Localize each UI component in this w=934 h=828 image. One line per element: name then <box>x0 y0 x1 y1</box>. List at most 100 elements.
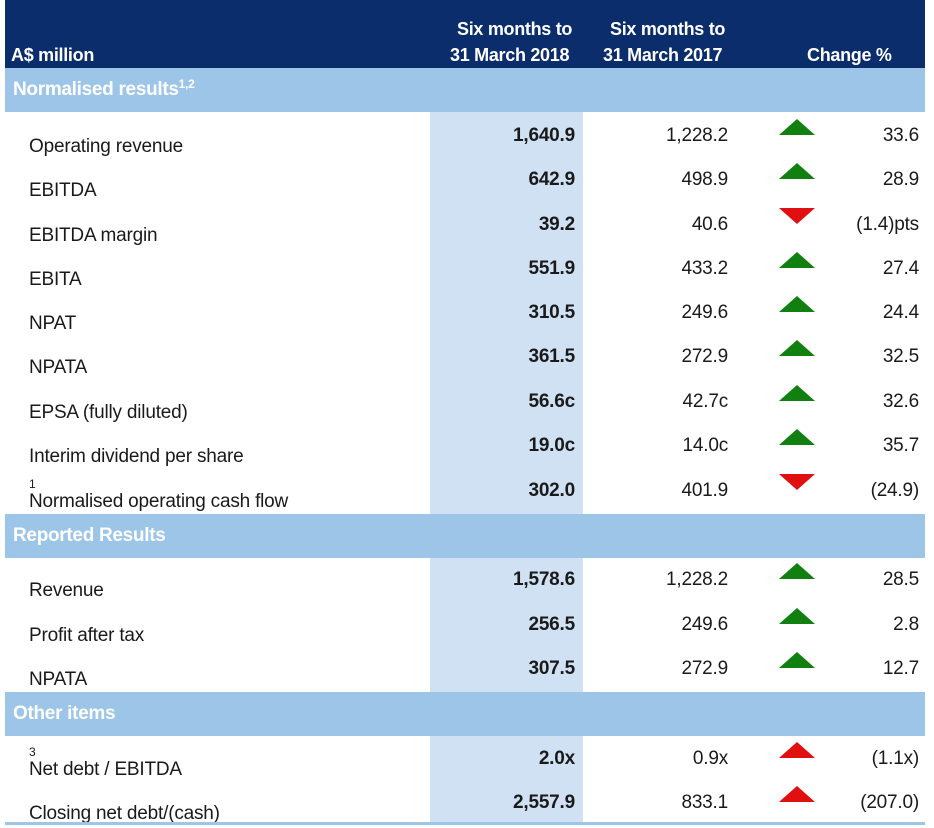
table-row: Net debt / EBITDA 3 2.0x 0.9x (1.1x) <box>5 737 925 781</box>
value-2018: 1,640.9 <box>513 125 575 146</box>
section-reported-results: Reported Results <box>5 514 925 558</box>
table-row: NPATA 361.5 272.9 32.5 <box>5 335 925 379</box>
change-value: (1.4)pts <box>856 214 919 235</box>
up-arrow-icon <box>779 742 815 758</box>
up-arrow-icon <box>779 385 815 401</box>
value-2017: 0.9x <box>692 748 728 769</box>
down-arrow-icon <box>779 474 815 490</box>
row-footnote: 1 <box>29 477 36 491</box>
up-arrow-icon <box>779 608 815 624</box>
row-footnote: 3 <box>29 745 36 759</box>
unit-label: A$ million <box>11 45 95 65</box>
row-label: EBITDA margin <box>29 225 158 246</box>
value-2017: 433.2 <box>681 258 728 279</box>
row-label: Normalised operating cash flow <box>29 491 289 512</box>
value-2018: 2.0x <box>538 748 575 769</box>
col-2017-line1: Six months to <box>610 19 726 39</box>
down-arrow-icon <box>779 208 815 224</box>
up-arrow-icon <box>779 252 815 268</box>
table-row: EBITDA 642.9 498.9 28.9 <box>5 158 925 202</box>
table-row: EBITDA margin 39.2 40.6 (1.4)pts <box>5 203 925 247</box>
change-value: 24.4 <box>882 302 919 323</box>
value-2018: 256.5 <box>528 614 575 635</box>
up-arrow-icon <box>779 119 815 135</box>
row-label: Revenue <box>29 580 104 601</box>
row-label: NPATA <box>29 357 88 378</box>
change-value: 35.7 <box>882 435 919 456</box>
table-row: NPAT 310.5 249.6 24.4 <box>5 291 925 335</box>
row-label: EPSA (fully diluted) <box>29 402 188 423</box>
value-2017: 498.9 <box>681 169 728 190</box>
value-2017: 42.7c <box>682 391 729 412</box>
change-value: 12.7 <box>882 658 919 679</box>
change-value: 28.9 <box>882 169 919 190</box>
table-row: Profit after tax 256.5 249.6 2.8 <box>5 603 925 647</box>
value-2018: 551.9 <box>528 258 575 279</box>
row-label: Profit after tax <box>29 625 145 646</box>
value-2018: 642.9 <box>528 169 575 190</box>
section-title: Reported Results <box>13 525 166 546</box>
value-2017: 833.1 <box>681 792 728 813</box>
up-arrow-icon <box>779 340 815 356</box>
table-row: Normalised operating cash flow 1 302.0 40… <box>5 469 925 513</box>
value-2017: 249.6 <box>681 614 728 635</box>
section-normalised-results: Normalised results1,2 <box>5 68 925 112</box>
table-header: A$ million Six months to 31 March 2018 S… <box>5 0 925 68</box>
up-arrow-icon <box>779 563 815 579</box>
table-bottom-rule <box>5 822 925 825</box>
value-2018: 19.0c <box>528 435 575 456</box>
up-arrow-icon <box>779 296 815 312</box>
row-label: Closing net debt/(cash) <box>29 803 220 824</box>
table-row: EBITA 551.9 433.2 27.4 <box>5 247 925 291</box>
col-2018-line1: Six months to <box>457 19 573 39</box>
up-arrow-icon <box>779 429 815 445</box>
row-label: EBITA <box>29 269 82 290</box>
value-2017: 40.6 <box>691 214 728 235</box>
change-value: 32.5 <box>882 346 919 367</box>
up-arrow-icon <box>779 163 815 179</box>
table-row: Interim dividend per share 19.0c 14.0c 3… <box>5 424 925 468</box>
table-row: NPATA 307.5 272.9 12.7 <box>5 647 925 691</box>
value-2017: 272.9 <box>681 658 728 679</box>
value-2018: 302.0 <box>528 480 575 501</box>
row-label: Interim dividend per share <box>29 446 244 467</box>
value-2018: 1,578.6 <box>513 569 575 590</box>
section-footnote: 1,2 <box>178 77 195 91</box>
row-label: NPATA <box>29 669 88 690</box>
up-arrow-icon <box>779 786 815 802</box>
change-value: (1.1x) <box>871 748 920 769</box>
value-2018: 56.6c <box>528 391 575 412</box>
table-row: EPSA (fully diluted) 56.6c 42.7c 32.6 <box>5 380 925 424</box>
row-label: Net debt / EBITDA <box>29 759 182 780</box>
section-title: Other items <box>13 703 116 724</box>
value-2017: 272.9 <box>681 346 728 367</box>
table-row: Closing net debt/(cash) 2,557.9 833.1 (2… <box>5 781 925 825</box>
row-label: NPAT <box>29 313 77 334</box>
highlight-column-other <box>430 736 583 822</box>
section-title: Normalised results <box>13 79 179 100</box>
value-2017: 249.6 <box>681 302 728 323</box>
value-2018: 2,557.9 <box>513 792 575 813</box>
table-row: Revenue 1,578.6 1,228.2 28.5 <box>5 558 925 602</box>
value-2018: 361.5 <box>528 346 575 367</box>
table-row: Operating revenue 1,640.9 1,228.2 33.6 <box>5 114 925 158</box>
col-2017-line2: 31 March 2017 <box>603 45 723 65</box>
value-2018: 307.5 <box>528 658 575 679</box>
change-value: 33.6 <box>882 125 919 146</box>
up-arrow-icon <box>779 652 815 668</box>
row-label: EBITDA <box>29 180 97 201</box>
row-label: Operating revenue <box>29 136 183 157</box>
change-value: (24.9) <box>870 480 920 501</box>
value-2017: 401.9 <box>681 480 728 501</box>
col-change: Change % <box>807 45 892 65</box>
change-value: 32.6 <box>882 391 919 412</box>
highlight-column-reported <box>430 558 583 692</box>
highlight-column-normalised <box>430 112 583 514</box>
change-value: (207.0) <box>860 792 919 813</box>
change-value: 2.8 <box>893 614 919 635</box>
change-value: 27.4 <box>882 258 919 279</box>
value-2018: 310.5 <box>528 302 575 323</box>
value-2018: 39.2 <box>538 214 575 235</box>
value-2017: 14.0c <box>682 435 729 456</box>
section-other-items: Other items <box>5 692 925 736</box>
